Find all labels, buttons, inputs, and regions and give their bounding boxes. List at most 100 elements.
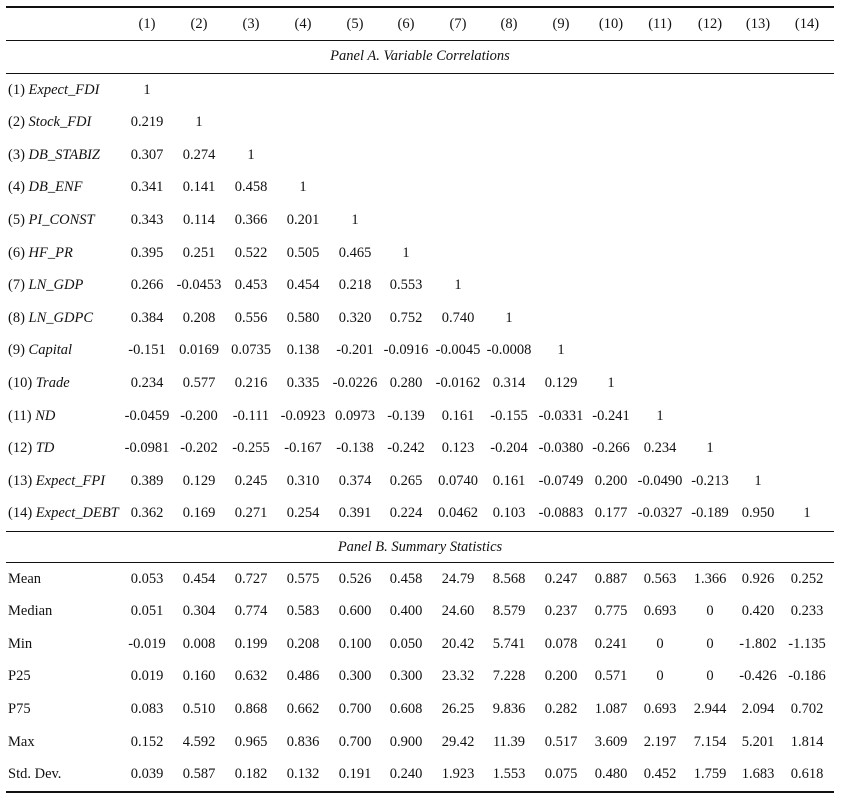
table-cell: 1	[754, 472, 762, 489]
table-cell: 0.208	[182, 309, 216, 326]
table-cell: 1	[351, 212, 359, 228]
row-number: (2)	[8, 114, 25, 131]
table-cell: 0	[706, 635, 714, 652]
correlation-row: (6) HF_PR 0.395 0.251 0.522 0.505 0.465 1	[6, 237, 834, 269]
table-cell: 0.050	[389, 635, 423, 652]
variable-name: Stock_FDI	[28, 114, 92, 131]
table-cell: 0.216	[234, 375, 268, 391]
statistic-label: Median	[8, 603, 53, 620]
column-header: (3)	[242, 16, 260, 32]
table-cell: 0.727	[234, 570, 268, 587]
table-cell: 0.571	[594, 668, 628, 685]
table-cell: 1	[402, 244, 410, 261]
table-cell: -0.0916	[383, 342, 429, 359]
variable-name: Expect_DEBT	[35, 505, 119, 522]
table-cell: 0.233	[790, 603, 824, 620]
table-cell: -0.139	[387, 407, 425, 424]
table-cell: 0.240	[389, 766, 423, 783]
row-label: (3) DB_STABIZ	[8, 139, 100, 171]
table-cell: 0.662	[286, 701, 320, 717]
table-cell: 0.0740	[438, 472, 478, 489]
table-cell: 0.247	[544, 570, 578, 587]
table-cell: 0.836	[286, 733, 320, 750]
table-cell: 0.201	[286, 212, 320, 228]
table-cell: 0.200	[544, 668, 578, 685]
table-cell: 0.129	[182, 472, 216, 489]
table-cell: 0.608	[389, 701, 423, 717]
table-cell: 0.300	[338, 668, 372, 685]
correlation-row: (13) Expect_FPI 0.389 0.129 0.245 0.310 0.374…	[6, 465, 834, 497]
table-cell: 0.114	[182, 212, 216, 228]
table-cell: 0.950	[741, 505, 775, 522]
variable-name: PI_CONST	[28, 212, 95, 228]
table-cell: 5.741	[492, 635, 526, 652]
table-cell: 0.458	[234, 179, 268, 196]
table-cell: 0.141	[182, 179, 216, 196]
table-cell: 0.887	[594, 570, 628, 587]
table-cell: 2.197	[643, 733, 677, 750]
row-number: (5)	[8, 212, 25, 228]
table-cell: 1.553	[492, 766, 526, 783]
table-cell: 0.517	[544, 733, 578, 750]
table-cell: -0.201	[336, 342, 374, 359]
table-cell: 1	[706, 440, 714, 457]
table-cell: 23.32	[441, 668, 475, 685]
correlation-row: (5) PI_CONST 0.343 0.114 0.366 0.201 1	[6, 204, 834, 236]
table-cell: -0.019	[128, 635, 166, 652]
statistic-label: Max	[8, 733, 35, 750]
table-cell: -0.0490	[637, 472, 683, 489]
table-cell: 9.836	[492, 701, 526, 717]
row-label: (6) HF_PR	[8, 237, 73, 269]
correlation-row: (9) Capital -0.151 0.0169 0.0735 0.138 -0.201…	[6, 334, 834, 366]
table-cell: 0.218	[338, 277, 372, 294]
table-cell: 0.480	[594, 766, 628, 783]
table-cell: 0.420	[741, 603, 775, 620]
statistic-label: Min	[8, 635, 33, 652]
table-cell: 4.592	[182, 733, 216, 750]
variable-name: Trade	[35, 375, 70, 391]
table-cell: 0.454	[286, 277, 320, 294]
table-cell: 0.241	[594, 635, 628, 652]
table-cell: 0.123	[441, 440, 475, 457]
table-cell: -0.242	[387, 440, 425, 457]
panel-b-top-rule	[6, 531, 834, 532]
variable-name: HF_PR	[28, 244, 73, 261]
table-cell: -0.241	[592, 407, 630, 424]
table-cell: 0.182	[234, 766, 268, 783]
variable-name: LN_GDP	[28, 277, 84, 294]
table-cell: 0.600	[338, 603, 372, 620]
table-cell: -0.155	[490, 407, 528, 424]
table-cell: -0.0453	[176, 277, 222, 294]
table-cell: 8.568	[492, 570, 526, 587]
panel-b-title: Panel B. Summary Statistics	[337, 539, 503, 555]
table-cell: 0.453	[234, 277, 268, 294]
row-number: (11)	[8, 407, 32, 424]
variable-name: DB_STABIZ	[28, 146, 100, 163]
row-number: (4)	[8, 179, 25, 196]
column-header: (4)	[294, 16, 312, 32]
table-cell: 0.556	[234, 309, 268, 326]
table-cell: 0.0973	[335, 407, 375, 424]
table-cell: -0.0327	[637, 505, 683, 522]
row-number: (13)	[8, 472, 33, 489]
table-cell: 0.400	[389, 603, 423, 620]
table-cell: 1.683	[741, 766, 775, 783]
table-cell: 1	[143, 81, 151, 98]
table-cell: -0.266	[592, 440, 630, 457]
table-cell: -0.0883	[538, 505, 584, 522]
table-cell: -0.426	[739, 668, 777, 685]
statistic-label: Mean	[8, 570, 42, 587]
row-number: (9)	[8, 342, 25, 359]
column-header: (12)	[697, 16, 723, 32]
table-cell: 0.618	[790, 766, 824, 783]
table-cell: 0.0462	[438, 505, 478, 522]
table-cell: 3.609	[594, 733, 628, 750]
table-cell: 0.389	[130, 472, 164, 489]
column-header: (10)	[598, 16, 624, 32]
table-cell: 0.868	[234, 701, 268, 717]
row-number: (10)	[8, 375, 33, 391]
table-cell: 0.775	[594, 603, 628, 620]
variable-name: ND	[35, 407, 56, 424]
table-cell: 0.343	[130, 212, 164, 228]
table-cell: 0.224	[389, 505, 423, 522]
